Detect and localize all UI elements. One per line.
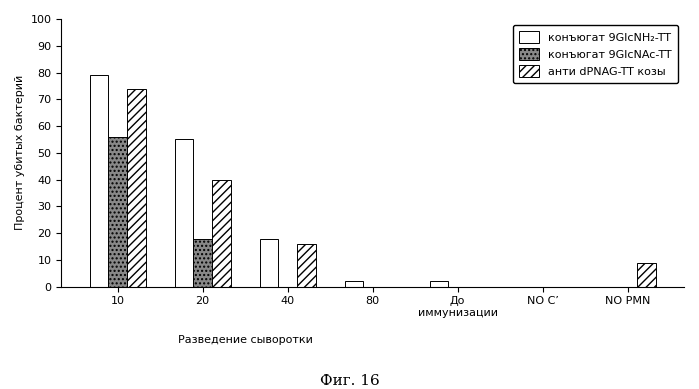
Bar <box>89 75 108 287</box>
Bar <box>297 244 316 287</box>
Bar <box>127 89 145 287</box>
Bar <box>259 238 278 287</box>
Bar <box>175 140 194 287</box>
Bar <box>212 180 231 287</box>
Text: Разведение сыворотки: Разведение сыворотки <box>178 335 312 345</box>
Bar <box>345 281 363 287</box>
Y-axis label: Процент убитых бактерий: Процент убитых бактерий <box>15 75 25 231</box>
Bar <box>637 263 656 287</box>
Legend: конъюгат 9GlcNH₂-TT, конъюгат 9GlcNAc-TT, анти dPNAG-TT козы: конъюгат 9GlcNH₂-TT, конъюгат 9GlcNAc-TT… <box>512 25 679 83</box>
Bar <box>430 281 448 287</box>
Bar <box>194 238 212 287</box>
Text: Фиг. 16: Фиг. 16 <box>319 374 380 388</box>
Bar <box>108 137 127 287</box>
